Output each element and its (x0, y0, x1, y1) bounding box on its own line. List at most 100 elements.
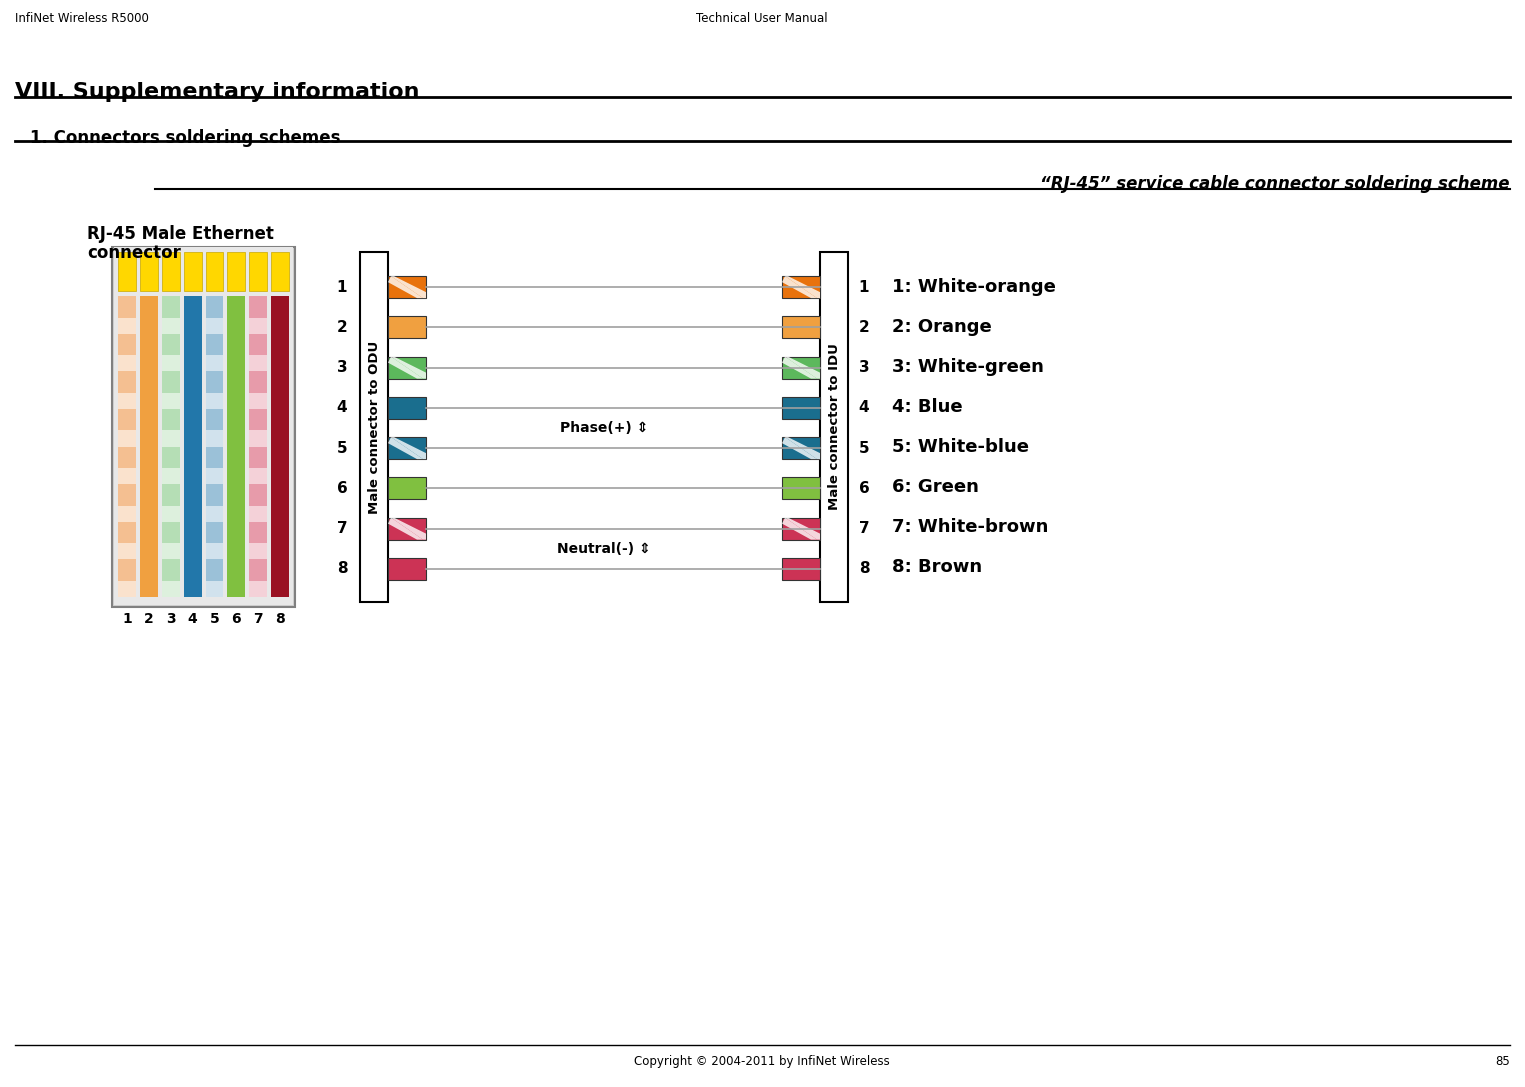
Text: Neutral(-) ⇕: Neutral(-) ⇕ (557, 541, 651, 555)
Bar (162, 544, 180, 597)
Text: 7: 7 (337, 521, 348, 536)
Bar (206, 468, 223, 522)
Bar (162, 317, 180, 372)
Polygon shape (785, 276, 820, 298)
Bar (162, 296, 180, 597)
Bar (360, 252, 387, 602)
Polygon shape (387, 276, 422, 298)
Text: 2: 2 (337, 320, 348, 335)
Bar (249, 252, 267, 291)
Bar (782, 316, 820, 338)
Text: 4: 4 (188, 612, 197, 626)
Text: Male connector to IDU: Male connector to IDU (828, 343, 840, 511)
Bar (820, 252, 848, 602)
Bar (249, 544, 267, 597)
Text: 8: 8 (859, 561, 869, 576)
Bar (249, 296, 267, 334)
Bar (140, 296, 157, 597)
Text: 1: 1 (859, 279, 869, 295)
Text: 6: 6 (337, 480, 348, 496)
Bar (162, 392, 180, 447)
Bar (206, 317, 223, 372)
Bar (117, 544, 136, 597)
Bar (183, 252, 201, 291)
Bar (387, 477, 425, 499)
Text: 3: 3 (166, 612, 175, 626)
Polygon shape (782, 517, 817, 539)
Bar (782, 357, 820, 378)
Bar (249, 430, 267, 484)
Bar (782, 437, 820, 459)
Bar (206, 544, 223, 597)
Bar (782, 397, 820, 418)
Bar (782, 517, 820, 539)
Bar (387, 437, 425, 459)
Bar (249, 468, 267, 522)
Polygon shape (782, 357, 817, 378)
Polygon shape (785, 437, 820, 459)
Bar (206, 392, 223, 447)
Text: 1: White-orange: 1: White-orange (892, 278, 1055, 296)
Polygon shape (390, 517, 425, 539)
Polygon shape (785, 357, 820, 378)
Text: 8: 8 (337, 561, 348, 576)
Polygon shape (387, 357, 422, 378)
Bar (271, 296, 290, 597)
Bar (249, 355, 267, 409)
Bar (249, 580, 267, 597)
Bar (111, 247, 294, 607)
Text: 1. Connectors soldering schemes: 1. Connectors soldering schemes (30, 129, 340, 147)
Bar (117, 392, 136, 447)
Bar (249, 392, 267, 447)
Bar (782, 558, 820, 579)
Text: 7: White-brown: 7: White-brown (892, 518, 1048, 536)
Text: VIII. Supplementary information: VIII. Supplementary information (15, 82, 419, 102)
Text: “RJ-45” service cable connector soldering scheme: “RJ-45” service cable connector solderin… (1040, 175, 1510, 193)
Bar (249, 505, 267, 560)
Bar (162, 468, 180, 522)
Bar (206, 296, 223, 597)
Bar (249, 317, 267, 372)
Bar (162, 505, 180, 560)
Bar (206, 580, 223, 597)
Bar (206, 252, 223, 291)
Bar (249, 296, 267, 597)
Bar (387, 316, 425, 338)
Bar (227, 296, 246, 597)
Bar (206, 296, 223, 334)
Text: 5: 5 (859, 440, 869, 455)
Bar (206, 505, 223, 560)
Text: 3: 3 (859, 360, 869, 375)
Text: Technical User Manual: Technical User Manual (697, 12, 828, 25)
Bar (117, 505, 136, 560)
Bar (387, 276, 425, 298)
Bar (782, 276, 820, 298)
Text: 85: 85 (1494, 1055, 1510, 1069)
Text: 5: White-blue: 5: White-blue (892, 438, 1029, 457)
Text: 4: Blue: 4: Blue (892, 398, 962, 416)
Polygon shape (785, 517, 820, 539)
Text: 6: 6 (232, 612, 241, 626)
Bar (117, 296, 136, 334)
Bar (117, 430, 136, 484)
Polygon shape (390, 357, 425, 378)
Bar (162, 355, 180, 409)
Polygon shape (782, 437, 817, 459)
Bar (162, 580, 180, 597)
Bar (117, 296, 136, 597)
Text: 8: 8 (274, 612, 285, 626)
Bar (162, 252, 180, 291)
Bar (387, 357, 425, 378)
Bar (271, 252, 290, 291)
Text: 3: White-green: 3: White-green (892, 358, 1045, 376)
Bar (117, 580, 136, 597)
Text: 4: 4 (859, 400, 869, 415)
Bar (206, 430, 223, 484)
Text: 2: 2 (143, 612, 154, 626)
Bar (117, 317, 136, 372)
Text: 4: 4 (337, 400, 348, 415)
Text: 8: Brown: 8: Brown (892, 558, 982, 576)
Text: 3: 3 (337, 360, 348, 375)
Text: connector: connector (87, 243, 181, 262)
Bar (387, 397, 425, 418)
